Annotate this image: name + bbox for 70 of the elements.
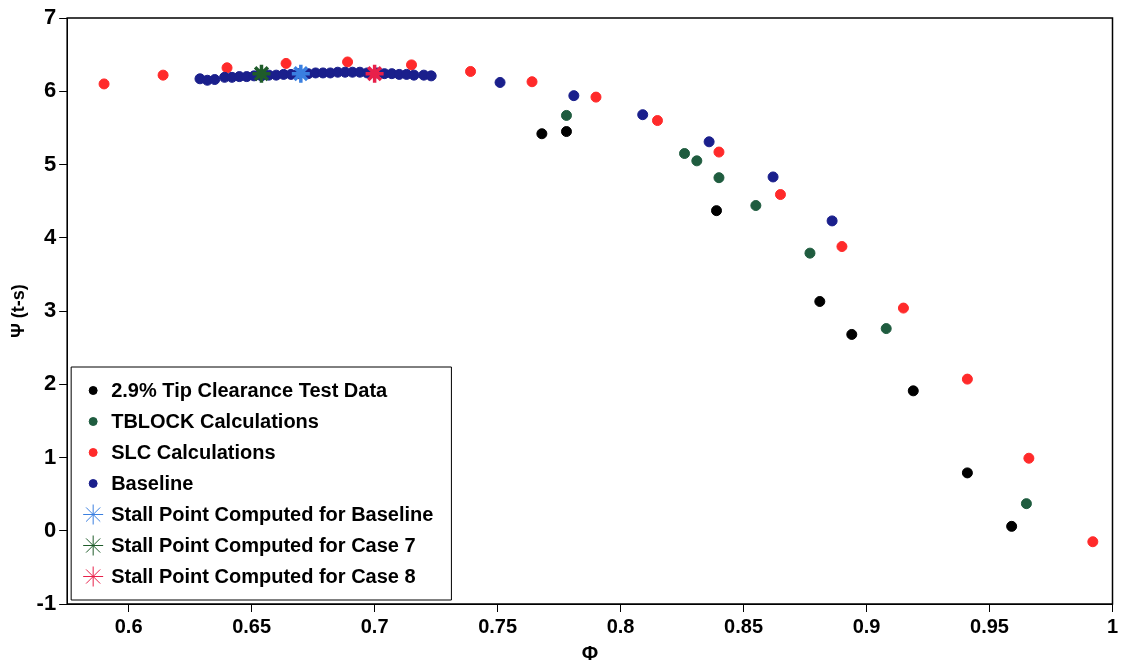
x-tick-label: 0.7 bbox=[360, 614, 389, 637]
x-tick-label: 0.65 bbox=[232, 614, 272, 637]
x-tick-label: 0.9 bbox=[852, 614, 881, 637]
point bbox=[98, 78, 110, 90]
y-tick-label: 5 bbox=[43, 150, 57, 176]
y-tick-label: 6 bbox=[43, 77, 57, 103]
legend-label: Baseline bbox=[111, 472, 194, 495]
point bbox=[711, 205, 722, 217]
legend-label: SLC Calculations bbox=[111, 441, 276, 464]
point bbox=[651, 115, 663, 127]
point bbox=[637, 109, 649, 121]
point bbox=[691, 155, 703, 167]
point bbox=[209, 74, 221, 86]
point bbox=[836, 241, 848, 253]
point bbox=[568, 90, 580, 102]
point bbox=[560, 109, 572, 121]
point bbox=[1023, 452, 1035, 464]
point bbox=[1020, 498, 1032, 510]
y-tick-label: 0 bbox=[43, 516, 57, 542]
point bbox=[363, 62, 386, 85]
point bbox=[713, 172, 725, 184]
point bbox=[961, 373, 973, 385]
point bbox=[826, 215, 838, 227]
x-tick-label: 1 bbox=[1106, 614, 1119, 637]
legend-label: 2.9% Tip Clearance Test Data bbox=[111, 379, 389, 402]
point bbox=[250, 62, 273, 85]
x-tick-label: 0.85 bbox=[724, 614, 764, 637]
x-tick-label: 0.6 bbox=[114, 614, 143, 637]
x-tick-label: 0.75 bbox=[478, 614, 518, 637]
y-axis-title: Ψ (t-s) bbox=[7, 284, 28, 338]
y-tick-label: 1 bbox=[43, 443, 57, 469]
point bbox=[465, 65, 477, 77]
y-tick-label: 3 bbox=[43, 297, 57, 323]
point bbox=[342, 56, 354, 68]
point bbox=[897, 302, 909, 314]
y-tick-label: 7 bbox=[43, 4, 57, 30]
point bbox=[750, 200, 762, 212]
point bbox=[1087, 536, 1099, 548]
point bbox=[494, 76, 506, 88]
point bbox=[804, 247, 816, 259]
point bbox=[1006, 520, 1018, 532]
point bbox=[774, 189, 786, 201]
x-tick-label: 0.95 bbox=[970, 614, 1009, 637]
point bbox=[290, 62, 312, 85]
point bbox=[406, 59, 418, 71]
point bbox=[846, 328, 858, 340]
point bbox=[703, 136, 715, 148]
legend-label: Stall Point Computed for Baseline bbox=[111, 503, 434, 526]
point bbox=[560, 126, 572, 138]
x-axis-title: Φ bbox=[581, 641, 599, 664]
point bbox=[814, 295, 826, 307]
legend-label: TBLOCK Calculations bbox=[111, 410, 319, 433]
point bbox=[767, 171, 779, 183]
point bbox=[221, 62, 233, 74]
point bbox=[907, 385, 919, 397]
y-tick-label: 2 bbox=[43, 370, 57, 396]
y-tick-label: 4 bbox=[43, 223, 57, 249]
legend-label: Stall Point Computed for Case 8 bbox=[111, 565, 416, 588]
point bbox=[679, 148, 691, 160]
point bbox=[526, 76, 538, 88]
point bbox=[961, 467, 973, 479]
point bbox=[536, 128, 548, 140]
point bbox=[590, 91, 602, 103]
point bbox=[157, 69, 169, 81]
legend-label: Stall Point Computed for Case 7 bbox=[111, 534, 416, 557]
y-tick-label: -1 bbox=[36, 590, 57, 616]
point bbox=[880, 323, 892, 335]
point bbox=[713, 146, 725, 158]
point bbox=[280, 57, 292, 69]
x-tick-label: 0.8 bbox=[606, 614, 635, 637]
